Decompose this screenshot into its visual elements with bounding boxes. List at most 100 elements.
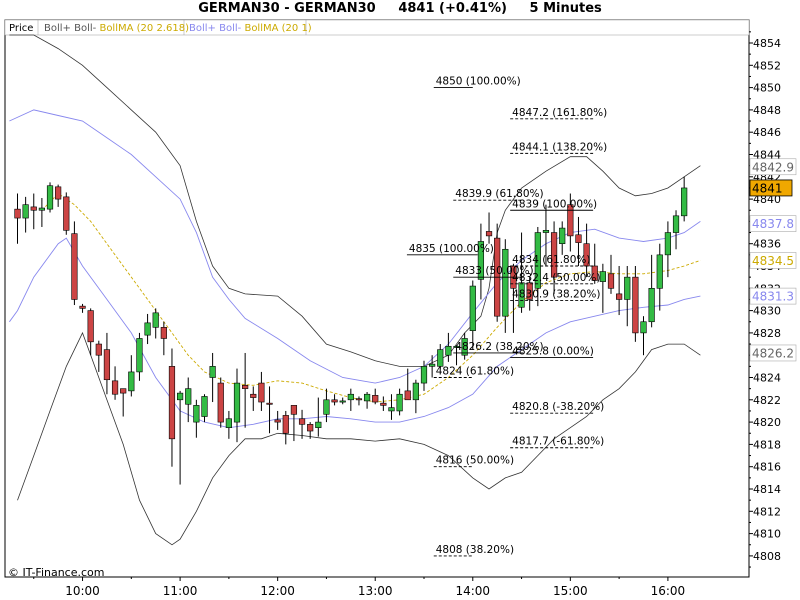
candle-body	[404, 390, 411, 401]
y-tick-label: 4852	[753, 59, 781, 72]
candle-body	[599, 271, 606, 282]
fibonacci-levels: 4850 (100.00%) 4847.2 (161.80%) 4844.1 (13…	[406, 76, 607, 557]
fib-level: 4808 (38.20%)	[433, 544, 514, 557]
candle	[152, 308, 159, 339]
candle-body	[567, 204, 574, 237]
candle	[559, 221, 566, 255]
legend-boll-1: Boll+ Boll- BollMA (20 2.618)	[44, 23, 189, 34]
candle	[477, 223, 485, 300]
candle	[38, 197, 45, 227]
candle	[46, 182, 54, 213]
candle-body	[38, 207, 45, 211]
candle	[290, 405, 298, 442]
right-value-text: 4831.3	[752, 290, 794, 304]
candlesticks	[14, 176, 688, 485]
candle-body	[55, 186, 62, 200]
x-tick-label: 11:00	[163, 584, 198, 598]
fib-label: 4826.2 (38.20%)	[455, 341, 543, 353]
candle-body	[396, 393, 403, 412]
candle-body	[672, 215, 680, 233]
candle-body	[445, 345, 452, 356]
y-tick-label: 4840	[753, 193, 781, 206]
right-value-label: 4834.5	[749, 252, 797, 269]
fib-level: 4824 (61.80%)	[433, 366, 514, 378]
candle	[664, 221, 671, 278]
candle	[266, 386, 273, 434]
y-tick-label: 4844	[753, 149, 781, 162]
x-tick-label: 10:00	[65, 584, 100, 598]
candle-body	[616, 293, 623, 300]
candle-body	[363, 393, 371, 402]
candle	[250, 386, 257, 411]
candle	[404, 368, 411, 401]
candle-body	[453, 345, 460, 348]
candle-body	[266, 402, 273, 405]
candle-body	[591, 265, 598, 281]
candle-body	[550, 232, 558, 278]
candle	[347, 388, 354, 411]
candle	[274, 410, 281, 430]
candle	[282, 410, 289, 445]
candle	[550, 221, 558, 294]
value-box	[749, 215, 797, 232]
candle-body	[656, 254, 663, 289]
y-tick-label: 4850	[753, 82, 781, 95]
candle-body	[63, 196, 70, 231]
y-tick-label: 4846	[753, 126, 781, 139]
candle	[71, 221, 78, 306]
candle-body	[111, 380, 119, 395]
fib-level: 4832.4 (50.00%)	[510, 272, 600, 285]
value-box	[749, 158, 797, 176]
candle-body	[160, 327, 167, 339]
candle	[526, 277, 533, 311]
candle	[307, 422, 314, 439]
candle-body	[412, 382, 419, 401]
candle-body	[323, 399, 330, 415]
y-tick-label: 4812	[753, 505, 781, 518]
candle-body	[242, 385, 249, 389]
candle	[95, 340, 102, 372]
candle	[217, 377, 224, 428]
y-tick-label: 4824	[753, 372, 781, 385]
candle-body	[534, 232, 541, 289]
candle-body	[298, 418, 306, 425]
candle-body	[640, 321, 647, 334]
candle	[22, 196, 29, 233]
candle	[372, 388, 379, 405]
candle-body	[152, 312, 159, 328]
candle-body	[193, 405, 200, 423]
legend-boll2-lower: Boll-	[219, 23, 242, 34]
candle-body	[128, 371, 135, 392]
legend-boll2-ma: BollMA (20 1)	[244, 23, 311, 34]
candle	[87, 308, 94, 356]
fib-level: 4847.2 (161.80%)	[510, 107, 607, 120]
y-tick-label: 4816	[753, 461, 781, 474]
candle-body	[355, 398, 363, 401]
fib-label: 4847.2 (161.80%)	[512, 107, 607, 119]
candle-body	[429, 363, 436, 367]
right-value-label: 4837.8	[749, 215, 797, 232]
right-value-label: 4831.3	[749, 287, 797, 305]
candle-body	[315, 421, 322, 428]
candle-body	[22, 204, 29, 219]
candle-body	[632, 276, 639, 334]
candle	[55, 184, 62, 207]
legend-boll1-ma: BollMA (20 2.618)	[99, 23, 189, 34]
fib-label: 4820.8 (-38.20%)	[512, 401, 604, 413]
legend-boll1-upper: Boll+	[44, 23, 71, 34]
legend-bar	[4, 19, 750, 36]
candle-body	[347, 393, 354, 401]
candle	[339, 397, 346, 405]
candle-body	[461, 338, 468, 356]
candle	[103, 332, 111, 395]
moving-average-line	[41, 192, 701, 403]
candle	[575, 216, 582, 266]
candle	[534, 226, 541, 307]
fib-label: 4835 (100.00%)	[409, 243, 494, 255]
candle-body	[225, 418, 232, 428]
x-tick-label: 13:00	[358, 584, 393, 598]
legend-boll-2: Boll+ Boll- BollMA (20 1)	[189, 23, 312, 34]
y-tick-label: 4830	[753, 305, 781, 318]
legend-boll1-lower: Boll-	[74, 23, 97, 34]
